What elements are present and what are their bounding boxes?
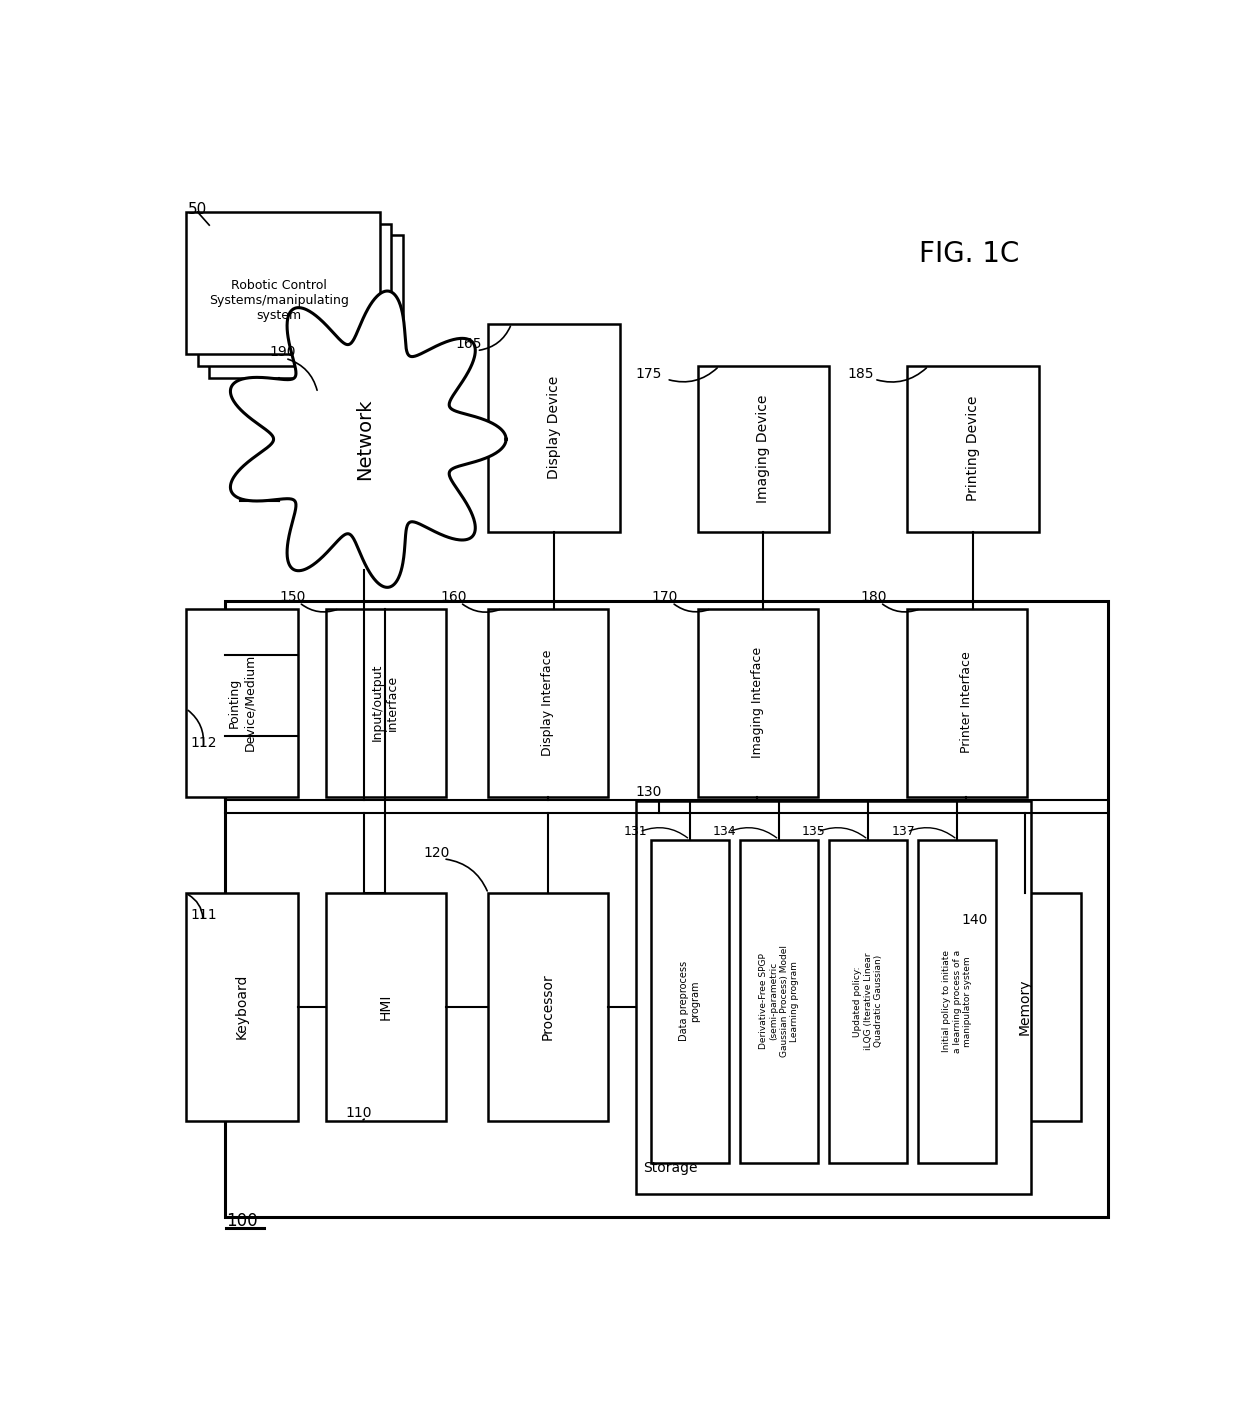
- Text: Derivative-Free SPGP
(semi-parametric
Gaussian Process) Model
Learning program: Derivative-Free SPGP (semi-parametric Ga…: [759, 946, 799, 1058]
- Text: Display Device: Display Device: [547, 376, 562, 479]
- Bar: [489, 324, 620, 532]
- Text: Printer Interface: Printer Interface: [960, 652, 973, 754]
- Text: 190: 190: [270, 345, 296, 359]
- Text: Keyboard: Keyboard: [234, 974, 249, 1039]
- Text: Network: Network: [355, 399, 373, 479]
- Text: Processor: Processor: [541, 973, 556, 1041]
- Text: 175: 175: [635, 366, 662, 380]
- Text: Initial policy to initiate
a learning process of a
manipulator system: Initial policy to initiate a learning pr…: [942, 950, 972, 1053]
- Text: 135: 135: [802, 826, 826, 839]
- Bar: [651, 840, 729, 1162]
- Text: Imaging Interface: Imaging Interface: [750, 648, 764, 758]
- Text: 120: 120: [423, 847, 450, 861]
- Bar: [186, 212, 379, 355]
- Bar: [968, 894, 1081, 1121]
- Text: 130: 130: [635, 785, 662, 799]
- Bar: [197, 223, 392, 366]
- Bar: [224, 601, 1109, 1217]
- Bar: [635, 802, 1030, 1193]
- Text: 170: 170: [652, 590, 678, 604]
- Text: 185: 185: [847, 366, 873, 380]
- Bar: [186, 894, 299, 1121]
- Text: Storage: Storage: [644, 1161, 698, 1175]
- Bar: [210, 235, 403, 378]
- Bar: [906, 608, 1027, 797]
- Text: Display Interface: Display Interface: [542, 649, 554, 755]
- Bar: [489, 894, 609, 1121]
- Text: HMI: HMI: [378, 994, 392, 1019]
- Text: Robotic Control
Systems/manipulating
system: Robotic Control Systems/manipulating sys…: [210, 279, 348, 322]
- Bar: [489, 608, 609, 797]
- Text: Memory: Memory: [1018, 978, 1032, 1035]
- Text: 110: 110: [346, 1106, 372, 1120]
- Text: Updated policy:
iLQG (Iterative Linear
Quadratic Gaussian): Updated policy: iLQG (Iterative Linear Q…: [853, 953, 883, 1051]
- Text: Printing Device: Printing Device: [966, 396, 980, 501]
- Text: 165: 165: [456, 338, 482, 352]
- Text: 111: 111: [191, 908, 217, 922]
- Bar: [740, 840, 817, 1162]
- Bar: [697, 608, 817, 797]
- Bar: [830, 840, 906, 1162]
- Text: 131: 131: [624, 826, 647, 839]
- Text: 180: 180: [861, 590, 887, 604]
- Text: 137: 137: [892, 826, 915, 839]
- Text: 150: 150: [279, 590, 305, 604]
- Bar: [325, 894, 445, 1121]
- Polygon shape: [231, 291, 506, 587]
- Text: 134: 134: [713, 826, 737, 839]
- Text: Pointing
Device/Medium: Pointing Device/Medium: [228, 653, 255, 751]
- Text: FIG. 1C: FIG. 1C: [919, 240, 1019, 269]
- Text: 100: 100: [226, 1212, 258, 1230]
- Text: 160: 160: [440, 590, 466, 604]
- Bar: [906, 366, 1039, 532]
- Bar: [325, 608, 445, 797]
- Bar: [186, 608, 299, 797]
- Text: 50: 50: [187, 202, 207, 218]
- Text: Input/output
interface: Input/output interface: [371, 663, 399, 741]
- Text: 140: 140: [961, 913, 987, 928]
- Text: Imaging Device: Imaging Device: [756, 395, 770, 502]
- Text: Data preprocess
program: Data preprocess program: [680, 962, 701, 1041]
- Bar: [697, 366, 830, 532]
- Bar: [919, 840, 996, 1162]
- Text: 112: 112: [191, 737, 217, 751]
